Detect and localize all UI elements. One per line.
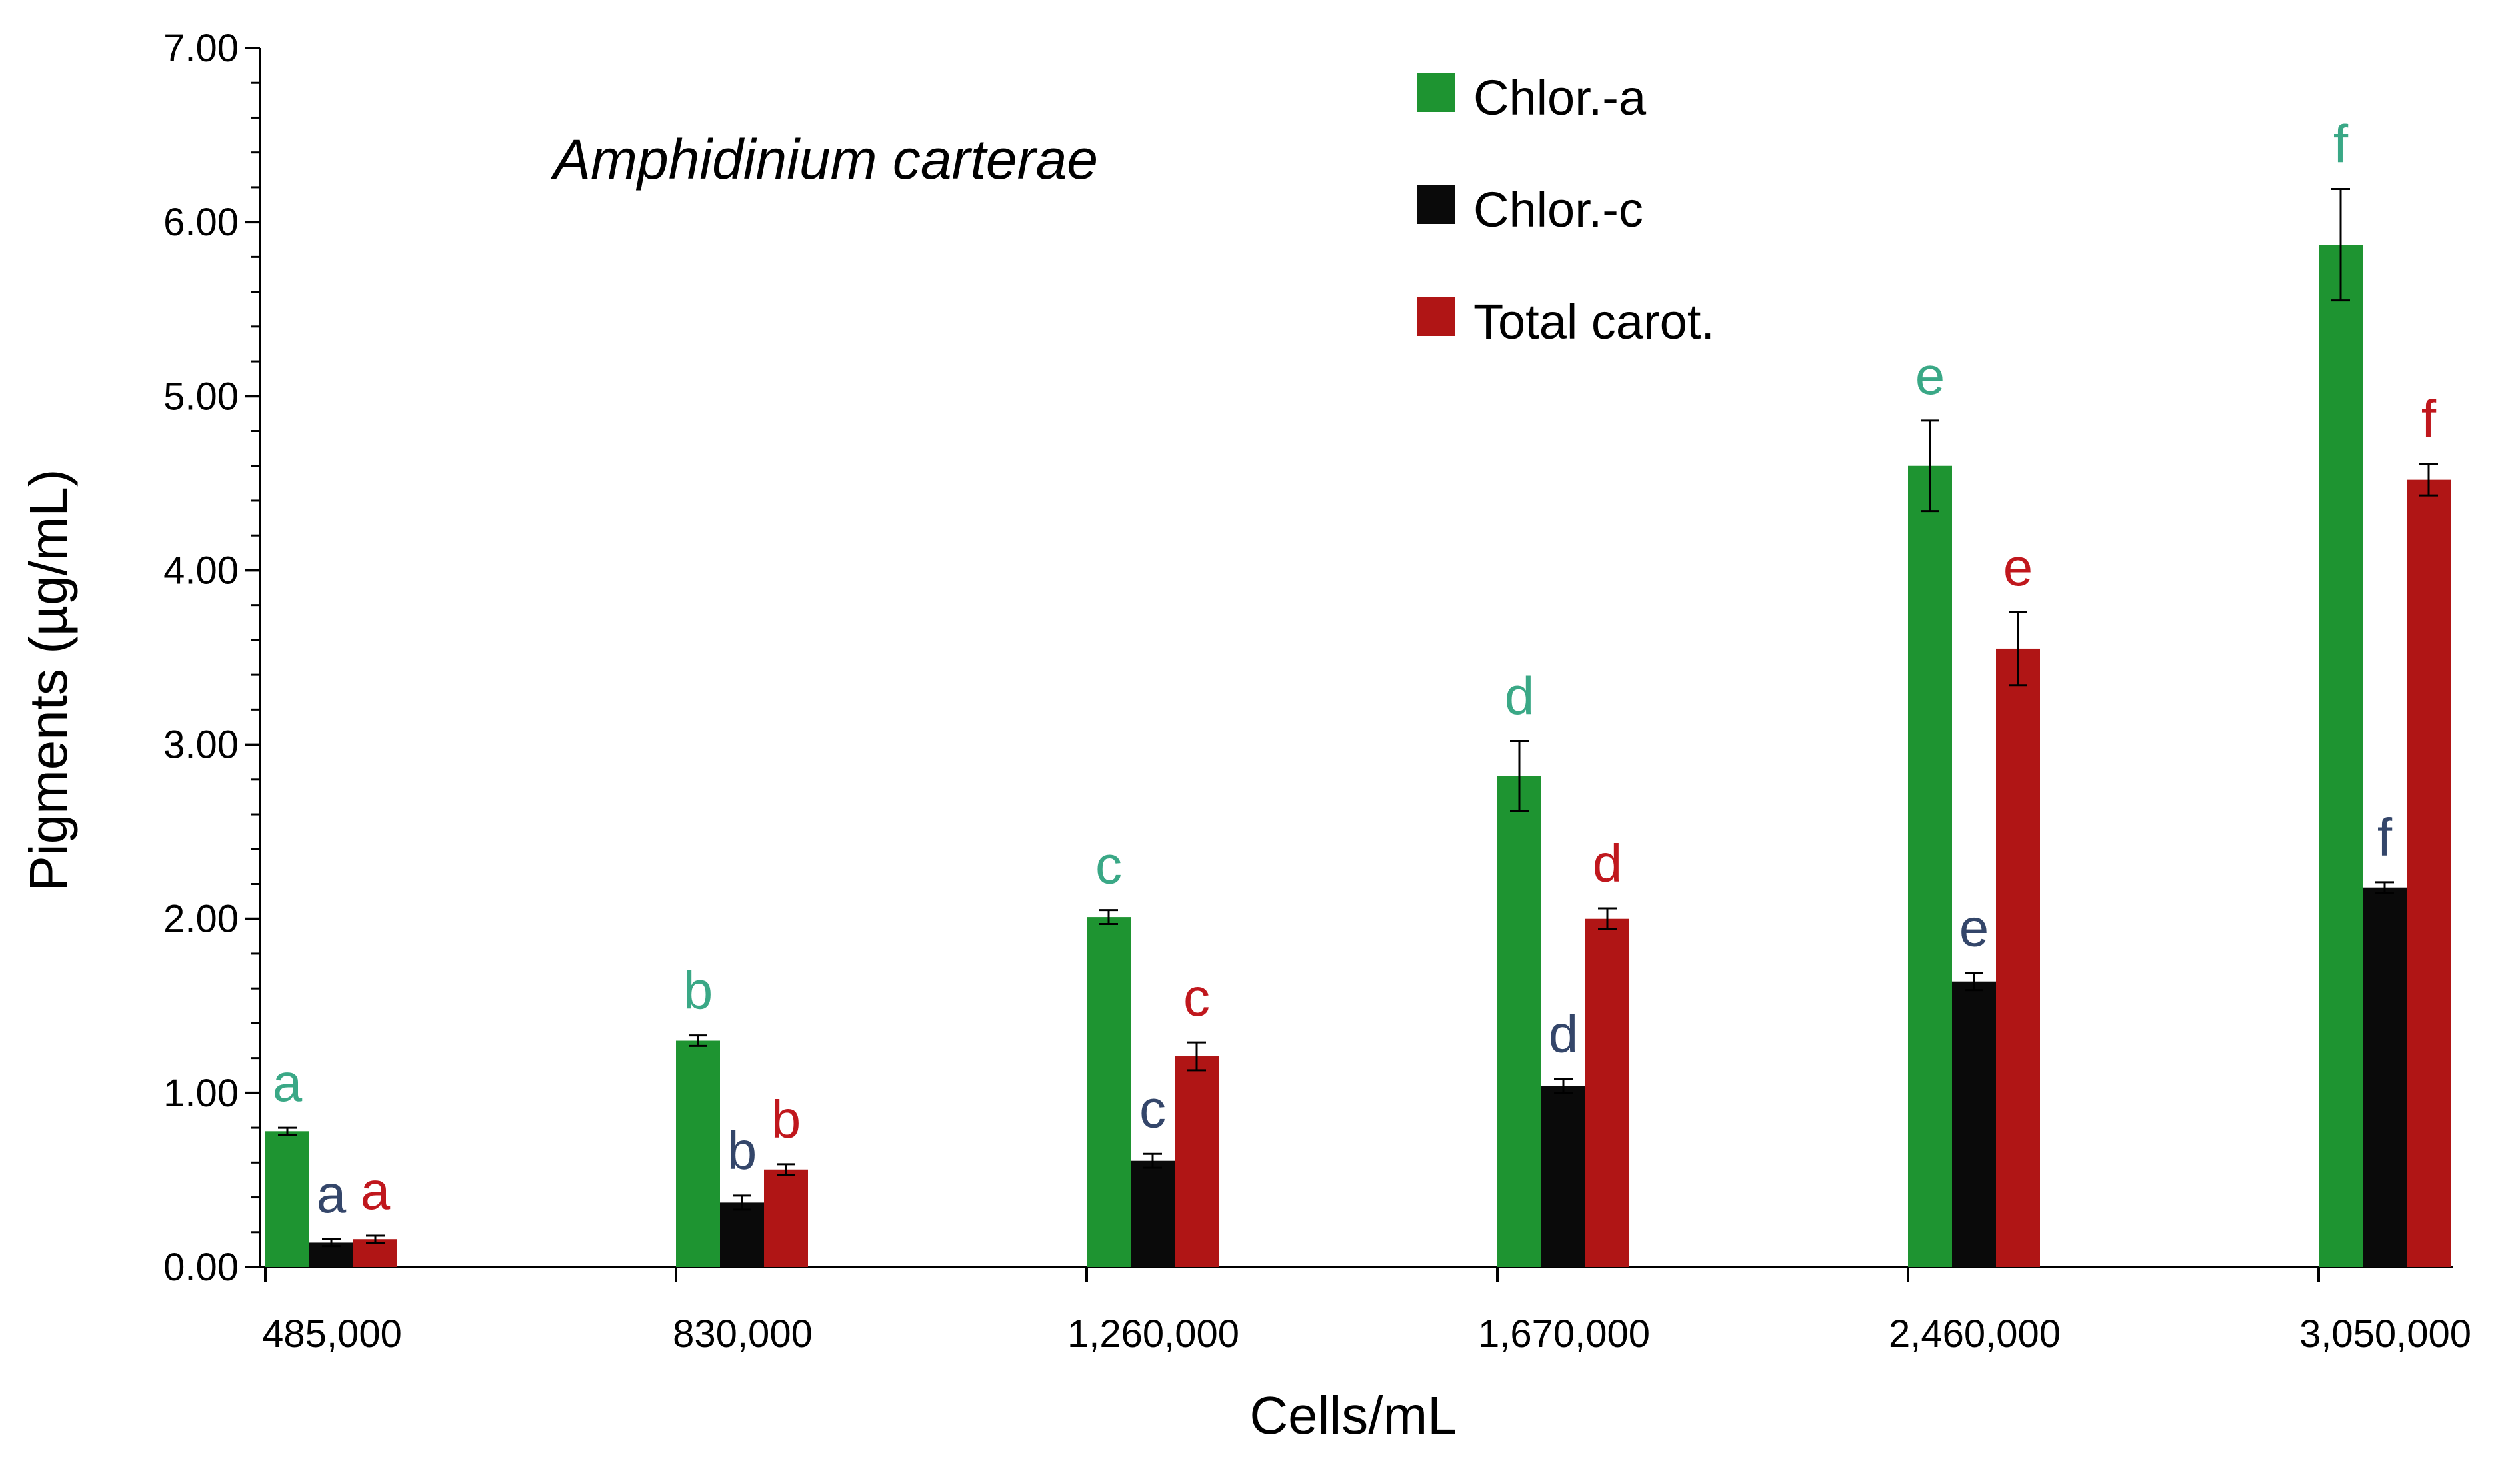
bar-2-2	[1175, 1056, 1219, 1267]
bar-0-3	[1497, 776, 1541, 1267]
bar-0-4	[1908, 465, 1952, 1267]
significance-label: a	[361, 1161, 391, 1220]
significance-label: a	[273, 1053, 303, 1112]
chart-title: Amphidinium carterae	[550, 128, 1098, 191]
x-tick-label: 485,000	[262, 1312, 402, 1356]
axes: 0.00 1.00 2.00 3.00 4.00 5.00 6.00 7.00 485,000 8…	[163, 27, 2471, 1356]
significance-label: a	[317, 1164, 347, 1224]
bars	[265, 245, 2451, 1267]
y-tick-label: 0.00	[163, 1246, 239, 1289]
y-tick-label: 2.00	[163, 898, 239, 941]
y-tick-label: 3.00	[163, 723, 239, 767]
legend-label: Chlor.-a	[1473, 70, 1647, 125]
y-tick-label: 5.00	[163, 375, 239, 418]
x-tick-label: 2,460,000	[1889, 1312, 2061, 1356]
legend-swatch	[1417, 73, 1455, 112]
significance-label: d	[1549, 1004, 1579, 1064]
significance-label: d	[1505, 666, 1535, 725]
significance-label: c	[1139, 1079, 1166, 1138]
significance-label: f	[2333, 115, 2349, 174]
bar-1-2	[1131, 1160, 1175, 1267]
significance-label: f	[2421, 389, 2437, 449]
bar-0-1	[676, 1040, 720, 1267]
significance-label: c	[1095, 836, 1122, 895]
bar-1-1	[720, 1202, 764, 1267]
significance-label: b	[683, 961, 713, 1020]
bar-0-2	[1087, 917, 1131, 1267]
significance-label: e	[1959, 898, 1989, 958]
bar-2-5	[2407, 479, 2451, 1267]
bar-2-4	[1996, 648, 2040, 1267]
bar-0-0	[265, 1131, 309, 1267]
bar-1-4	[1952, 981, 1996, 1267]
significance-label: e	[1915, 346, 1945, 405]
bar-2-3	[1585, 918, 1629, 1267]
legend-swatch	[1417, 297, 1455, 336]
significance-label: c	[1183, 968, 1210, 1027]
x-tick-label: 830,000	[673, 1312, 813, 1356]
x-tick-label: 3,050,000	[2299, 1312, 2471, 1356]
x-tick-label: 1,260,000	[1067, 1312, 1239, 1356]
y-tick-label: 7.00	[163, 27, 239, 70]
significance-labels: a b c d e f a b c d e f a b c d e f	[273, 115, 2437, 1224]
error-bars	[278, 188, 2438, 1248]
y-tick-label: 6.00	[163, 201, 239, 244]
bar-1-3	[1541, 1086, 1585, 1267]
bar-2-1	[764, 1169, 808, 1267]
bar-2-0	[353, 1239, 397, 1267]
significance-label: e	[2003, 537, 2033, 597]
significance-label: f	[2377, 808, 2393, 867]
legend-label: Chlor.-c	[1473, 182, 1643, 237]
y-tick-label: 4.00	[163, 549, 239, 592]
y-tick-label: 1.00	[163, 1072, 239, 1115]
significance-label: b	[771, 1090, 801, 1149]
bar-0-5	[2319, 245, 2363, 1267]
x-axis-title: Cells/mL	[1249, 1386, 1457, 1445]
y-axis-title: Pigments (µg/mL)	[19, 469, 78, 892]
legend-label: Total carot.	[1473, 294, 1715, 349]
x-tick-label: 1,670,000	[1478, 1312, 1650, 1356]
significance-label: b	[727, 1121, 757, 1180]
legend-swatch	[1417, 185, 1455, 224]
legend: Chlor.-a Chlor.-c Total carot.	[1417, 70, 1715, 349]
significance-label: d	[1593, 834, 1623, 893]
bar-1-5	[2363, 887, 2407, 1267]
